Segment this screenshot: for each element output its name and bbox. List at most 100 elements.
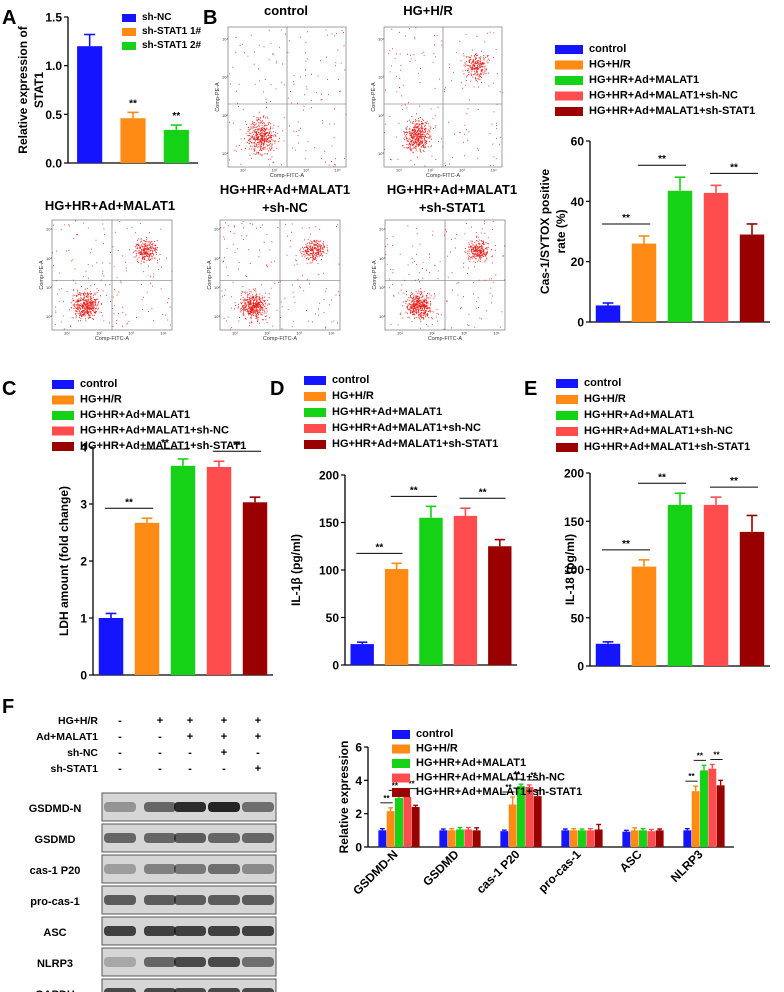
blot-sign: - — [222, 763, 226, 775]
y-tick-label: 50 — [326, 611, 340, 625]
legend-label: HG+H/R — [589, 59, 631, 71]
legend-label: HG+H/R — [584, 393, 626, 405]
y-tick-label: 1.5 — [45, 11, 62, 25]
legend-item: HG+H/R — [392, 743, 458, 755]
flow-title-hghr: HG+H/R — [403, 3, 453, 18]
legend-label: sh-STAT1 2# — [142, 40, 202, 51]
bar-5 — [739, 223, 765, 322]
significance-mark: ** — [233, 440, 241, 451]
legend-label: HG+HR+Ad+MALAT1 — [332, 406, 442, 418]
flow-ytick: 10⁴ — [214, 227, 220, 232]
y-tick-label: 20 — [571, 255, 585, 269]
bar-rect — [622, 831, 631, 847]
y-tick-label: 0 — [332, 659, 339, 673]
bar-rect — [439, 830, 448, 847]
chart-D: 0 50 100 150 200 IL-1β (pg/ml) ** ** ** — [289, 469, 517, 673]
blot-row-gapdh: GAPDH — [35, 978, 277, 992]
blot-band — [174, 895, 206, 905]
y-tick-label: 0.0 — [45, 157, 62, 171]
bar-rect — [631, 243, 657, 322]
bar-cas-1-p20-5 — [533, 789, 542, 847]
blot-band — [208, 864, 240, 874]
legend-swatch — [392, 788, 410, 797]
y-tick-label: 1 — [80, 612, 87, 626]
bar-rect — [630, 830, 639, 847]
significance-mark: ** — [125, 497, 133, 508]
blot-band — [144, 895, 176, 905]
legend-swatch — [304, 408, 326, 417]
x-tick-label: NLRP3 — [668, 847, 706, 885]
legend-label: HG+HR+Ad+MALAT1+sh-NC — [589, 90, 738, 102]
flow-ylabel: Comp-PE-A — [215, 82, 221, 112]
legend-item: HG+H/R — [52, 394, 122, 406]
blot-sign: + — [255, 731, 261, 743]
bar-rect — [647, 831, 656, 847]
legend-item: HG+HR+Ad+MALAT1+sh-STAT1 — [556, 441, 750, 453]
bar-rect — [561, 830, 570, 847]
y-tick-label: 0 — [577, 316, 584, 330]
panel-label-b: B — [203, 7, 217, 29]
flow-events — [220, 221, 340, 330]
y-axis-label-line2: STAT1 — [32, 72, 46, 109]
flow-xtick: 10¹ — [240, 168, 246, 173]
bar-gsdmd-n-1 — [378, 827, 387, 847]
bar-rect — [569, 830, 578, 847]
legend-label: sh-NC — [142, 12, 171, 23]
bar-3 — [170, 458, 196, 675]
legend-item: HG+HR+Ad+MALAT1 — [555, 74, 699, 86]
significance-mark: ** — [479, 487, 487, 498]
legend-swatch — [556, 395, 578, 404]
bar-rect — [500, 831, 509, 847]
flow-ytick: 10² — [222, 113, 228, 118]
bar-3 — [163, 124, 189, 163]
bar-1 — [77, 33, 103, 164]
blot-band — [104, 802, 136, 812]
flow-xtick: 10¹ — [232, 331, 238, 336]
x-tick-label: GSDMD — [420, 847, 462, 889]
chart-C: 0 1 2 3 4 LDH amount (fold change) ** ** ** — [57, 438, 273, 683]
flow-ytick: 10³ — [222, 75, 228, 80]
flow-xlabel: Comp-FITC-A — [263, 336, 298, 342]
y-tick-label: 60 — [571, 135, 585, 149]
bar-nlrp3-2 — [691, 785, 700, 847]
legend-label: HG+HR+Ad+MALAT1+sh-NC — [332, 422, 481, 434]
flow-xlabel: Comp-FITC-A — [428, 336, 463, 342]
bar-rect — [206, 466, 232, 675]
legend-swatch — [52, 395, 74, 405]
bar-rect — [595, 643, 621, 666]
flow-events — [385, 220, 506, 330]
flow-xtick: 10⁴ — [491, 168, 497, 173]
blot-band — [144, 864, 176, 874]
blot-sign: - — [118, 747, 122, 759]
bar-gsdmd-n-5 — [411, 804, 420, 847]
legend-label: HG+H/R — [80, 394, 122, 406]
flow-title-control: control — [264, 3, 308, 18]
flow-ylabel: Comp-PE-A — [372, 260, 378, 290]
y-tick-label: 0 — [80, 669, 87, 683]
significance-mark: ** — [622, 213, 630, 224]
flow-xtick: 10³ — [461, 331, 467, 336]
blot-sign: - — [158, 747, 162, 759]
blot-condition-label: sh-NC — [67, 747, 98, 759]
blot-band-label: cas-1 P20 — [30, 865, 81, 877]
blot-band — [242, 802, 274, 812]
blot-sign: + — [255, 763, 261, 775]
flow-events — [229, 29, 347, 167]
legend-swatch — [122, 42, 136, 50]
bar-1 — [98, 612, 124, 675]
y-axis-label: Relative expression — [337, 741, 351, 854]
bar-asc-1 — [622, 829, 631, 847]
flow-xtick: 10⁴ — [160, 331, 166, 336]
flow-ytick: 10¹ — [46, 314, 52, 319]
bar-asc-3 — [639, 827, 647, 847]
blot-band — [242, 833, 274, 843]
flow-xtick: 10¹ — [397, 331, 403, 336]
blot-band — [208, 926, 240, 936]
flow-ytick: 10¹ — [378, 151, 384, 156]
flow-xtick: 10⁴ — [328, 331, 334, 336]
blot-band — [144, 926, 176, 936]
blot-band — [174, 988, 206, 992]
legend-label: HG+HR+Ad+MALAT1+sh-NC — [416, 772, 565, 784]
flow-xtick: 10⁴ — [493, 331, 499, 336]
legend-swatch — [304, 424, 326, 433]
